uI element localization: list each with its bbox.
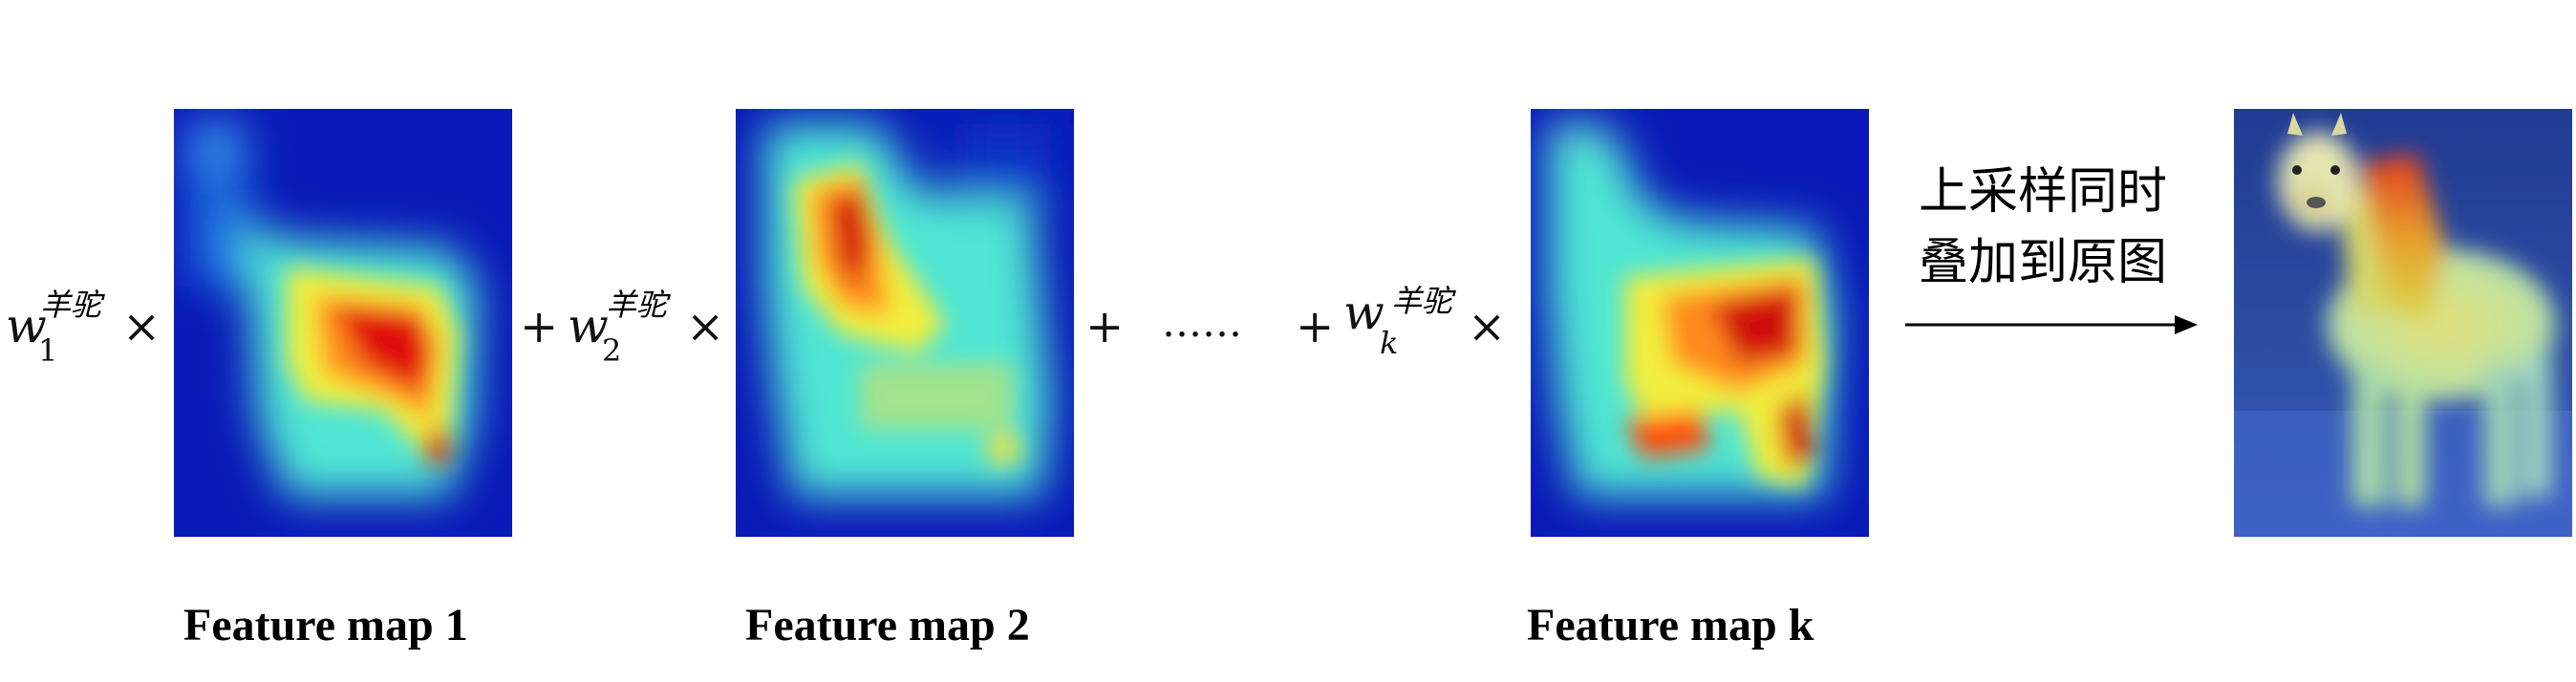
eye-icon	[2292, 165, 2302, 175]
feature-map-k	[1531, 109, 1869, 537]
times-sign: ×	[686, 300, 724, 353]
feature-map-1-label: Feature map 1	[183, 600, 468, 650]
eye-icon	[2330, 165, 2340, 175]
feature-map-2	[736, 109, 1074, 537]
weight-subscript: 1	[38, 332, 57, 369]
weight-term-k: + w k 羊驼 ×	[1296, 283, 1506, 361]
feature-map-k-label: Feature map k	[1527, 600, 1814, 650]
feature-map-1	[174, 109, 512, 537]
times-sign: ×	[122, 300, 161, 353]
operation-line-1: 上采样同时	[1919, 163, 2167, 221]
weight-subscript: 2	[602, 332, 621, 369]
arrow	[1905, 315, 2198, 334]
feature-map-2-label: Feature map 2	[745, 600, 1030, 650]
weight-symbol: w	[6, 298, 47, 353]
ellipsis-term: + ……	[1085, 299, 1242, 353]
ellipsis: ……	[1162, 299, 1242, 346]
alpaca-heatmap-overlay	[2234, 109, 2572, 537]
weight-subscript: k	[1380, 325, 1398, 361]
weight-term-1: w 1 羊驼 ×	[6, 287, 161, 369]
plus-sign: +	[1296, 300, 1334, 353]
plus-sign: +	[1085, 300, 1124, 353]
operation-line-2: 叠加到原图	[1919, 234, 2167, 291]
weight-symbol: w	[568, 298, 609, 353]
weight-class-superscript: 羊驼	[606, 287, 671, 323]
plus-sign: +	[520, 300, 558, 353]
weight-term-2: + w 2 羊驼 ×	[520, 287, 724, 369]
weight-class-superscript: 羊驼	[1391, 283, 1456, 319]
weight-symbol: w	[1343, 285, 1385, 340]
times-sign: ×	[1468, 300, 1506, 353]
weight-class-superscript: 羊驼	[40, 287, 105, 323]
